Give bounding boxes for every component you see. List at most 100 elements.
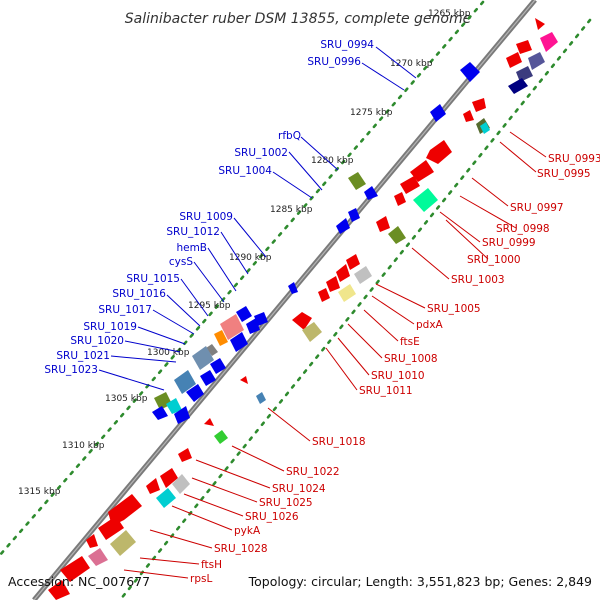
cds-feature[interactable] (246, 318, 260, 334)
gene-label[interactable]: hemB (176, 242, 207, 254)
cds-arrow[interactable] (376, 216, 390, 232)
gene-label[interactable]: SRU_1011 (359, 385, 413, 397)
cds-arrow[interactable] (318, 288, 330, 302)
cds-feature[interactable] (174, 406, 190, 424)
cds-arrow[interactable] (394, 192, 406, 206)
gene-label[interactable]: SRU_1023 (44, 364, 98, 376)
cds-arrow[interactable] (48, 580, 70, 600)
cds-arrow[interactable] (535, 18, 545, 30)
gene-label[interactable]: SRU_1004 (218, 165, 272, 177)
cds-feature[interactable] (214, 430, 228, 444)
gene-label[interactable]: SRU_1003 (451, 274, 505, 286)
cds-feature[interactable] (256, 392, 266, 404)
cds-feature[interactable] (364, 186, 378, 200)
gene-label[interactable]: SRU_1025 (259, 497, 313, 509)
cds-arrow[interactable] (160, 468, 178, 488)
cds-arrow[interactable] (292, 312, 312, 330)
gene-label[interactable]: pykA (234, 525, 261, 537)
gene-label[interactable]: SRU_1019 (83, 321, 137, 333)
gene-label[interactable]: SRU_1020 (70, 335, 124, 347)
cds-feature[interactable] (348, 172, 366, 190)
gene-label[interactable]: rpsL (190, 573, 212, 585)
cds-arrow[interactable] (400, 176, 420, 194)
cds-feature[interactable] (528, 52, 545, 70)
gene-label[interactable]: SRU_0999 (482, 237, 536, 249)
cds-arrow[interactable] (204, 418, 214, 426)
gene-label[interactable]: SRU_1021 (56, 350, 110, 362)
cds-feature[interactable] (166, 398, 182, 414)
gene-label[interactable]: cysS (169, 256, 193, 268)
cds-feature[interactable] (206, 344, 218, 356)
cds-feature[interactable] (480, 122, 490, 134)
cds-arrow[interactable] (60, 556, 90, 582)
gene-label[interactable]: SRU_1028 (214, 543, 268, 555)
cds-feature[interactable] (110, 530, 136, 556)
cds-arrow[interactable] (426, 140, 452, 164)
gene-label[interactable]: SRU_1000 (467, 254, 521, 266)
gene-label[interactable]: SRU_1009 (179, 211, 233, 223)
gene-label[interactable]: SRU_1022 (286, 466, 340, 478)
cds-arrow[interactable] (146, 478, 160, 494)
cds-feature[interactable] (508, 78, 528, 94)
cds-feature[interactable] (430, 104, 446, 122)
cds-feature[interactable] (156, 488, 176, 508)
cds-arrow[interactable] (506, 52, 522, 68)
gene-label[interactable]: SRU_1010 (371, 370, 425, 382)
cds-feature[interactable] (540, 32, 558, 52)
gene-label[interactable]: SRU_1008 (384, 353, 438, 365)
gene-label[interactable]: SRU_0998 (496, 223, 550, 235)
cds-arrow[interactable] (240, 376, 248, 384)
tick-label: 1280 kbp (311, 156, 354, 166)
gene-label[interactable]: SRU_1024 (272, 483, 326, 495)
cds-feature[interactable] (186, 384, 204, 402)
gene-label[interactable]: SRU_0993 (548, 153, 600, 165)
cds-feature[interactable] (354, 266, 372, 284)
cds-feature[interactable] (192, 346, 214, 370)
gene-label[interactable]: SRU_1026 (245, 511, 299, 523)
cds-arrow[interactable] (516, 40, 532, 54)
cds-arrow[interactable] (86, 534, 98, 548)
cds-arrow[interactable] (410, 160, 434, 182)
gene-label[interactable]: SRU_0994 (320, 39, 374, 51)
cds-arrow[interactable] (178, 448, 192, 462)
gene-label[interactable]: SRU_1005 (427, 303, 481, 315)
cds-feature[interactable] (200, 370, 216, 386)
gene-label[interactable]: rfbQ (278, 130, 301, 142)
cds-arrow[interactable] (98, 516, 124, 540)
cds-feature[interactable] (336, 218, 350, 234)
gene-label[interactable]: ftsE (400, 336, 420, 348)
gene-label[interactable]: SRU_0995 (537, 168, 591, 180)
cds-feature[interactable] (214, 330, 228, 346)
cds-arrow[interactable] (336, 264, 350, 282)
cds-feature[interactable] (152, 406, 168, 420)
cds-feature[interactable] (388, 226, 406, 244)
cds-feature[interactable] (88, 548, 108, 566)
cds-feature[interactable] (230, 332, 248, 352)
gene-label[interactable]: SRU_1018 (312, 436, 366, 448)
gene-label[interactable]: SRU_1012 (166, 226, 220, 238)
cds-feature[interactable] (302, 322, 322, 342)
cds-feature[interactable] (288, 282, 298, 294)
gene-label[interactable]: SRU_1002 (234, 147, 288, 159)
cds-feature[interactable] (172, 474, 190, 494)
cds-feature[interactable] (210, 358, 226, 374)
gene-label[interactable]: ftsH (201, 559, 222, 571)
gene-label[interactable]: pdxA (416, 319, 444, 331)
cds-feature[interactable] (220, 314, 244, 340)
cds-feature[interactable] (174, 370, 196, 394)
cds-arrow[interactable] (463, 110, 474, 122)
cds-feature[interactable] (338, 284, 356, 302)
cds-feature[interactable] (236, 306, 252, 322)
gene-label[interactable]: SRU_0997 (510, 202, 564, 214)
gene-label[interactable]: SRU_0996 (307, 56, 361, 68)
cds-arrow[interactable] (346, 254, 360, 270)
cds-feature[interactable] (348, 208, 360, 222)
cds-feature[interactable] (413, 188, 438, 212)
cds-arrow[interactable] (326, 276, 340, 292)
cds-feature[interactable] (460, 62, 480, 82)
gene-label[interactable]: SRU_1015 (126, 273, 180, 285)
gene-label[interactable]: SRU_1017 (98, 304, 152, 316)
cds-arrow[interactable] (472, 98, 486, 112)
cds-feature[interactable] (516, 66, 533, 82)
gene-label[interactable]: SRU_1016 (112, 288, 166, 300)
